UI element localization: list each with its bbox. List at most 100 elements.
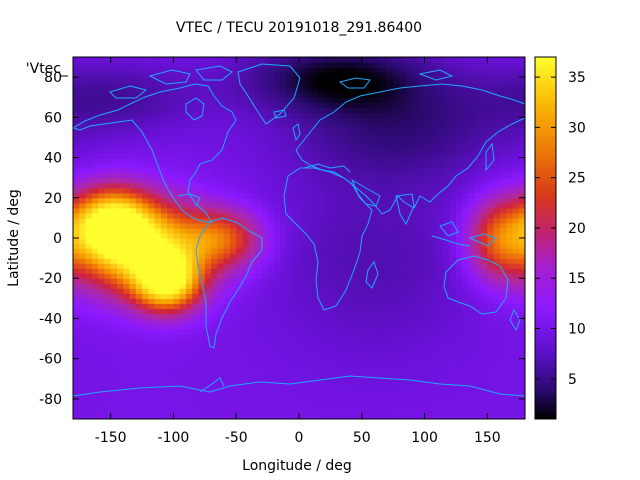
heatmap-cell bbox=[506, 82, 514, 88]
heatmap-cell bbox=[273, 288, 281, 294]
heatmap-cell bbox=[399, 413, 407, 419]
heatmap-cell bbox=[229, 348, 237, 355]
heatmap-cell bbox=[437, 192, 444, 199]
heatmap-cell bbox=[192, 177, 200, 184]
heatmap-cell bbox=[393, 77, 401, 83]
heatmap-cell bbox=[280, 202, 288, 209]
heatmap-cell bbox=[424, 232, 432, 239]
heatmap-cell bbox=[487, 413, 495, 419]
heatmap-cell bbox=[462, 202, 470, 209]
heatmap-cell bbox=[430, 192, 438, 199]
heatmap-cell bbox=[493, 172, 501, 179]
heatmap-cell bbox=[154, 278, 162, 284]
heatmap-cell bbox=[506, 177, 514, 184]
heatmap-cell bbox=[305, 197, 313, 204]
heatmap-cell bbox=[449, 323, 457, 330]
heatmap-cell bbox=[255, 333, 262, 340]
heatmap-cell bbox=[330, 192, 338, 199]
heatmap-cell bbox=[186, 278, 193, 284]
heatmap-cell bbox=[217, 122, 225, 128]
heatmap-cell bbox=[430, 368, 438, 375]
heatmap-cell bbox=[242, 323, 250, 330]
heatmap-cell bbox=[405, 157, 413, 164]
heatmap-cell bbox=[330, 303, 338, 309]
heatmap-cell bbox=[512, 127, 520, 134]
heatmap-cell bbox=[386, 238, 394, 244]
heatmap-cell bbox=[229, 152, 237, 159]
heatmap-cell bbox=[154, 318, 162, 325]
heatmap-cell bbox=[399, 92, 407, 98]
heatmap-cell bbox=[148, 303, 156, 309]
heatmap-cell bbox=[186, 77, 193, 83]
heatmap-cell bbox=[160, 162, 168, 169]
heatmap-cell bbox=[261, 232, 269, 239]
heatmap-cell bbox=[405, 313, 413, 320]
heatmap-cell bbox=[116, 72, 124, 78]
heatmap-cell bbox=[437, 187, 444, 194]
heatmap-cell bbox=[481, 77, 488, 83]
heatmap-cell bbox=[506, 157, 514, 164]
heatmap-cell bbox=[437, 338, 444, 345]
heatmap-cell bbox=[116, 127, 124, 134]
heatmap-cell bbox=[85, 283, 93, 289]
heatmap-cell bbox=[142, 313, 149, 320]
heatmap-cell bbox=[110, 268, 118, 274]
heatmap-cell bbox=[110, 177, 118, 184]
heatmap-cell bbox=[261, 162, 269, 169]
heatmap-cell bbox=[85, 358, 93, 365]
heatmap-cell bbox=[424, 383, 432, 390]
heatmap-cell bbox=[286, 102, 294, 108]
heatmap-cell bbox=[192, 323, 200, 330]
heatmap-cell bbox=[443, 92, 451, 98]
heatmap-cell bbox=[73, 127, 80, 134]
heatmap-cell bbox=[116, 197, 124, 204]
heatmap-cell bbox=[405, 172, 413, 179]
heatmap-cell bbox=[399, 293, 407, 299]
heatmap-cell bbox=[449, 112, 457, 118]
heatmap-cell bbox=[361, 82, 369, 88]
heatmap-cell bbox=[85, 373, 93, 380]
heatmap-cell bbox=[299, 202, 306, 209]
heatmap-cell bbox=[248, 388, 256, 395]
heatmap-cell bbox=[368, 197, 375, 204]
heatmap-cell bbox=[198, 398, 206, 405]
heatmap-cell bbox=[481, 192, 488, 199]
heatmap-cell bbox=[405, 137, 413, 144]
heatmap-cell bbox=[412, 122, 419, 128]
heatmap-cell bbox=[424, 348, 432, 355]
heatmap-cell bbox=[443, 348, 451, 355]
heatmap-cell bbox=[393, 217, 401, 224]
heatmap-cell bbox=[255, 408, 262, 415]
heatmap-cell bbox=[518, 72, 525, 78]
heatmap-cell bbox=[286, 373, 294, 380]
heatmap-cell bbox=[236, 238, 244, 244]
heatmap-cell bbox=[393, 388, 401, 395]
heatmap-cell bbox=[493, 167, 501, 174]
heatmap-cell bbox=[443, 398, 451, 405]
heatmap-cell bbox=[123, 87, 131, 93]
heatmap-cell bbox=[129, 353, 137, 360]
heatmap-cell bbox=[355, 238, 363, 244]
heatmap-cell bbox=[192, 273, 200, 279]
heatmap-cell bbox=[512, 92, 520, 98]
heatmap-cell bbox=[204, 92, 212, 98]
heatmap-cell bbox=[198, 363, 206, 370]
heatmap-cell bbox=[506, 413, 514, 419]
heatmap-cell bbox=[393, 298, 401, 304]
heatmap-cell bbox=[129, 338, 137, 345]
heatmap-cell bbox=[487, 112, 495, 118]
heatmap-cell bbox=[336, 147, 344, 154]
heatmap-cell bbox=[487, 172, 495, 179]
heatmap-cell bbox=[167, 232, 175, 239]
heatmap-cell bbox=[280, 393, 288, 400]
heatmap-cell bbox=[324, 303, 331, 309]
heatmap-cell bbox=[305, 383, 313, 390]
heatmap-cell bbox=[349, 298, 357, 304]
heatmap-cell bbox=[73, 328, 80, 335]
heatmap-cell bbox=[104, 353, 112, 360]
heatmap-cell bbox=[173, 318, 181, 325]
heatmap-cell bbox=[192, 112, 200, 118]
heatmap-cell bbox=[518, 132, 525, 139]
heatmap-cell bbox=[324, 388, 331, 395]
heatmap-cell bbox=[424, 132, 432, 139]
